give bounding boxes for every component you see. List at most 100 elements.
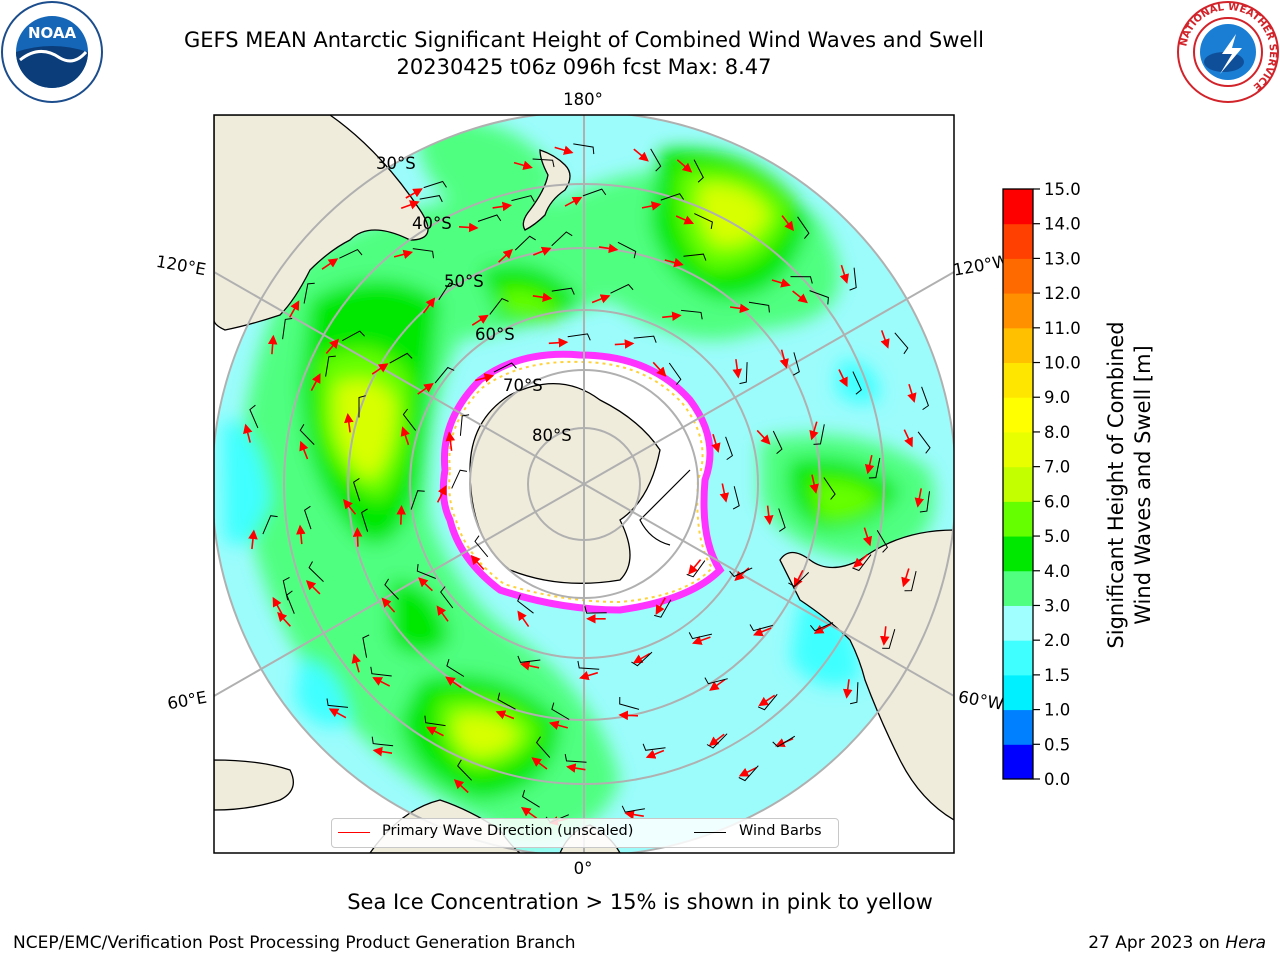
wave-direction-arrow: [277, 611, 291, 627]
wave-direction-arrow: [598, 243, 619, 254]
wave-direction-arrow: [328, 708, 347, 719]
wave-direction-arrow: [471, 314, 489, 326]
wave-direction-arrow: [842, 679, 853, 699]
wind-barb: [650, 148, 662, 172]
wind-barb: [868, 457, 881, 479]
wave-direction-arrow: [793, 569, 804, 588]
wind-barb: [876, 529, 889, 553]
wave-direction-arrow: [756, 429, 771, 445]
wave-direction-arrow: [779, 349, 789, 369]
wind-barb: [748, 301, 770, 313]
wind-barb: [339, 248, 363, 259]
wave-direction-arrow: [548, 337, 569, 348]
wave-direction-arrow: [880, 330, 890, 349]
wave-direction-arrow: [907, 383, 917, 403]
wave-direction-arrow: [838, 369, 848, 388]
wind-barb: [849, 682, 859, 705]
wind-barb: [551, 231, 573, 247]
wind-barb: [325, 355, 336, 377]
wave-direction-arrow: [839, 264, 849, 284]
wind-barb: [477, 214, 502, 222]
wave-direction-arrow: [436, 484, 447, 503]
wind-barb: [304, 505, 312, 530]
wind-barb: [341, 330, 365, 342]
wave-direction-arrow: [719, 483, 730, 503]
wave-direction-arrow: [734, 567, 750, 581]
wave-direction-arrow: [422, 297, 436, 314]
wind-barb: [371, 736, 394, 747]
wind-barb: [370, 666, 392, 677]
wave-direction-arrow: [372, 746, 393, 757]
wave-direction-arrow: [781, 215, 794, 232]
lon-label-180: 180°: [563, 90, 603, 109]
wind-barb: [917, 431, 931, 454]
footer-date-text: 27 Apr 2023 on: [1088, 933, 1226, 953]
wave-direction-arrow: [498, 248, 513, 263]
chart-subtitle: 20230425 t06z 096h fcst Max: 8.47: [396, 55, 772, 79]
wind-barb: [517, 655, 541, 663]
wind-barb: [282, 576, 290, 601]
wave-direction-swatch: [338, 832, 370, 833]
wind-barb: [921, 386, 930, 411]
wind-barb: [551, 702, 570, 720]
wave-direction-arrow: [305, 580, 321, 595]
wind-barb: [424, 715, 446, 727]
wind-barb: [567, 333, 591, 341]
wind-barb: [668, 362, 682, 386]
wave-direction-arrow: [624, 809, 644, 820]
wave-direction-arrow: [458, 222, 479, 233]
wave-direction-arrow: [688, 559, 702, 575]
wave-direction-arrow: [675, 215, 695, 225]
wind-barb: [688, 632, 713, 640]
wave-direction-arrow: [310, 373, 321, 391]
wind-barb: [813, 424, 825, 445]
wave-direction-arrow: [691, 635, 711, 645]
wave-direction-legend-label: Primary Wave Direction (unscaled): [382, 823, 634, 839]
wave-direction-arrow: [325, 338, 340, 355]
wave-direction-arrow: [521, 806, 538, 820]
lon-label-120e: 120°E: [155, 252, 208, 279]
wave-direction-arrow: [548, 720, 569, 730]
lon-label-120w: 120°W: [952, 251, 1011, 279]
wave-direction-arrow: [381, 597, 396, 613]
wind-barb: [797, 216, 810, 239]
wind-barb: [511, 195, 535, 203]
wind-barb-legend-label: Wind Barbs: [739, 823, 822, 839]
wind-barb: [532, 158, 555, 168]
wave-and-wind-vectors: [243, 143, 931, 826]
wave-direction-arrow: [711, 433, 721, 453]
wind-barb: [362, 634, 370, 658]
wind-barb: [474, 535, 489, 558]
wave-direction-arrow: [655, 597, 666, 615]
wind-barb: [416, 564, 436, 579]
wind-barb: [823, 477, 836, 500]
wind-barb: [577, 660, 600, 670]
wave-direction-arrow: [418, 577, 433, 592]
wave-direction-arrow: [533, 246, 552, 256]
lon-label-60e: 60°E: [166, 688, 208, 714]
wind-barb: [410, 490, 425, 510]
wind-barb: [402, 408, 416, 431]
wind-barb: [384, 578, 399, 600]
wave-direction-arrow: [453, 779, 469, 794]
wind-barb: [514, 235, 536, 251]
wind-barb: [631, 651, 653, 667]
wave-direction-arrow: [470, 554, 485, 571]
wind-barb: [778, 508, 786, 532]
wave-direction-arrow: [566, 763, 586, 773]
lat-label-60s: 60°S: [475, 325, 515, 344]
wave-direction-arrow: [738, 766, 757, 777]
wind-barb: [573, 143, 595, 155]
wind-barb: [694, 213, 713, 229]
wind-barb: [249, 404, 259, 429]
wind-barb: [693, 159, 704, 183]
wind-barb: [419, 195, 443, 203]
wind-barb: [757, 693, 778, 711]
wind-barb: [681, 309, 703, 320]
wind-barb: [353, 477, 361, 502]
wind-barb: [882, 629, 896, 649]
wind-barb: [660, 193, 685, 201]
wave-direction-arrow: [393, 249, 414, 259]
wind-barb: [358, 395, 366, 418]
map-legend: Primary Wave Direction (unscaled) Wind B…: [331, 818, 839, 848]
